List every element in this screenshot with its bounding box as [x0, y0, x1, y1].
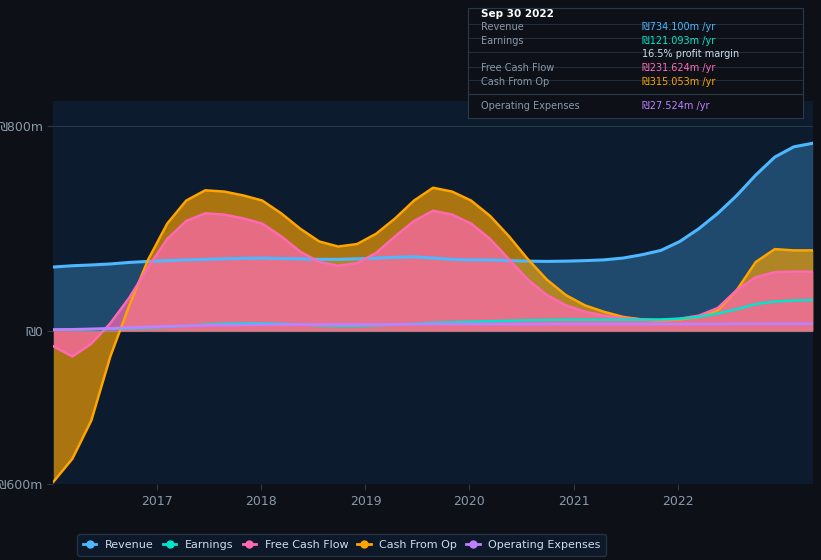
- Text: ₪27.524m /yr: ₪27.524m /yr: [642, 101, 709, 110]
- Text: Sep 30 2022: Sep 30 2022: [481, 9, 554, 19]
- Text: Cash From Op: Cash From Op: [481, 77, 549, 87]
- Text: ₪734.100m /yr: ₪734.100m /yr: [642, 22, 715, 32]
- Legend: Revenue, Earnings, Free Cash Flow, Cash From Op, Operating Expenses: Revenue, Earnings, Free Cash Flow, Cash …: [77, 534, 607, 556]
- Text: 16.5% profit margin: 16.5% profit margin: [642, 49, 740, 59]
- Text: ₪121.093m /yr: ₪121.093m /yr: [642, 36, 715, 46]
- Text: ₪315.053m /yr: ₪315.053m /yr: [642, 77, 716, 87]
- Text: Revenue: Revenue: [481, 22, 524, 32]
- Text: Earnings: Earnings: [481, 36, 524, 46]
- Text: ₪231.624m /yr: ₪231.624m /yr: [642, 63, 716, 73]
- Text: Free Cash Flow: Free Cash Flow: [481, 63, 555, 73]
- Text: Operating Expenses: Operating Expenses: [481, 101, 580, 110]
